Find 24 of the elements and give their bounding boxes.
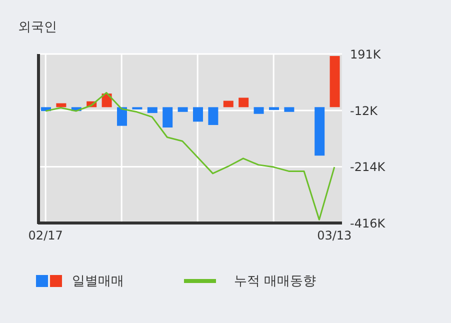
y-tick-label: -12K bbox=[350, 104, 379, 118]
bar bbox=[254, 107, 264, 114]
chart-title: 외국인 bbox=[18, 19, 57, 36]
legend-label: 일별매매 bbox=[72, 273, 124, 290]
bar bbox=[208, 107, 218, 125]
x-tick-label: 02/17 bbox=[28, 228, 63, 243]
bar bbox=[238, 98, 249, 108]
bar bbox=[284, 107, 294, 112]
bar bbox=[223, 100, 234, 108]
x-tick-label: 03/13 bbox=[317, 228, 352, 243]
line-series bbox=[44, 92, 336, 220]
y-tick-label: -416K bbox=[350, 216, 386, 230]
bar bbox=[56, 103, 66, 108]
bar bbox=[147, 107, 158, 114]
bar bbox=[330, 56, 340, 108]
bar bbox=[178, 107, 188, 112]
bar bbox=[314, 107, 325, 156]
bar bbox=[269, 107, 279, 110]
y-tick-label: 191K bbox=[350, 47, 382, 62]
bar bbox=[162, 107, 173, 128]
y-tick-label: -214K bbox=[350, 160, 386, 174]
bar bbox=[193, 107, 203, 122]
bar bbox=[117, 107, 127, 126]
legend-label: 누적 매매동향 bbox=[234, 273, 316, 290]
